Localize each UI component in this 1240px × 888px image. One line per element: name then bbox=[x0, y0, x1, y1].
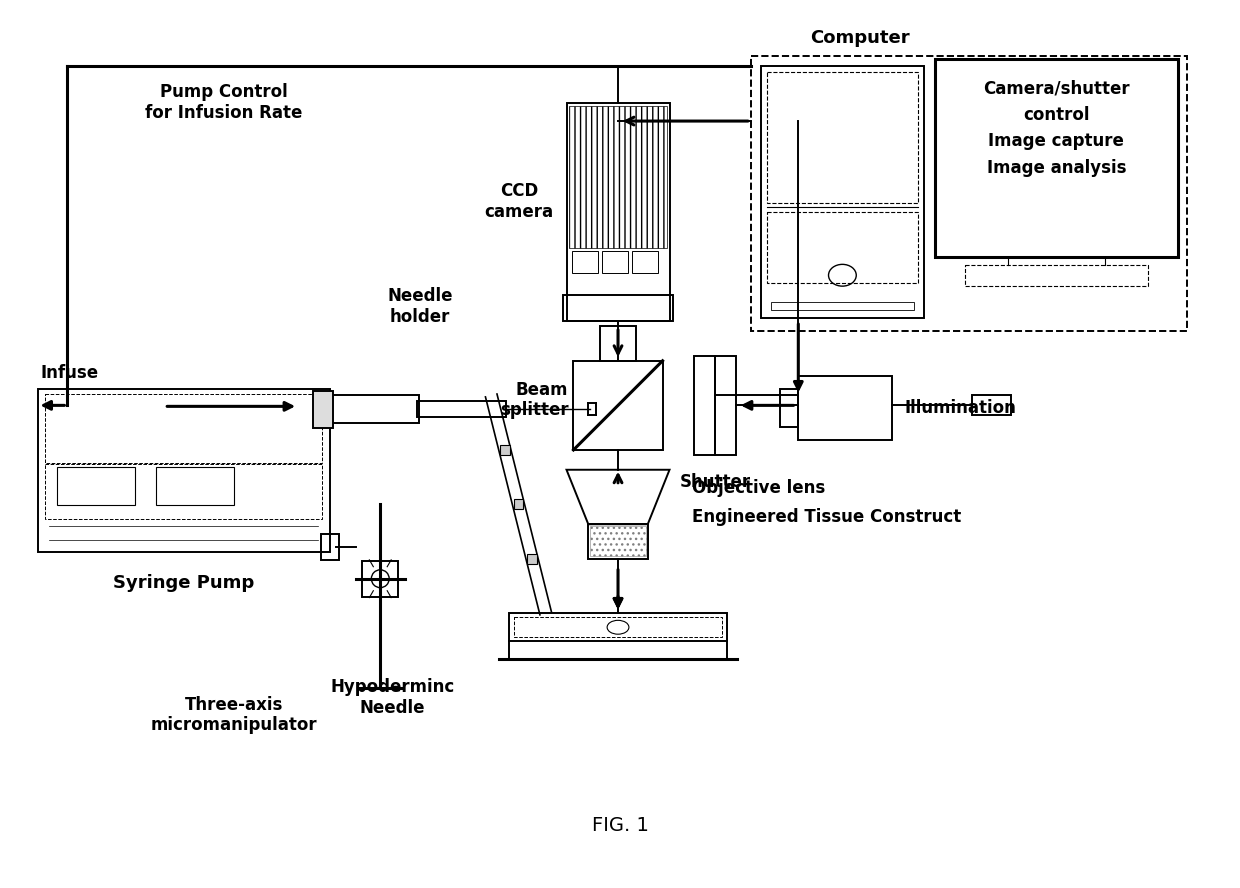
Text: CCD
camera: CCD camera bbox=[485, 182, 553, 221]
Text: Hypoderminc
Needle: Hypoderminc Needle bbox=[330, 678, 454, 717]
Bar bbox=[515, 617, 722, 638]
Bar bbox=[766, 212, 918, 282]
Bar bbox=[770, 302, 914, 310]
Bar bbox=[600, 326, 636, 361]
Bar bbox=[37, 389, 330, 552]
Bar bbox=[563, 295, 673, 321]
Bar bbox=[935, 59, 1178, 257]
Text: Engineered Tissue Construct: Engineered Tissue Construct bbox=[692, 508, 961, 527]
Bar bbox=[156, 467, 233, 504]
Text: Camera/shutter
control
Image capture
Image analysis: Camera/shutter control Image capture Ima… bbox=[983, 79, 1130, 177]
Bar bbox=[972, 395, 1012, 416]
Bar bbox=[799, 376, 893, 440]
Text: Shutter: Shutter bbox=[680, 472, 750, 491]
Text: FIG. 1: FIG. 1 bbox=[591, 816, 649, 836]
Bar bbox=[573, 361, 662, 450]
Bar bbox=[965, 265, 1148, 287]
Bar bbox=[513, 499, 523, 510]
Bar bbox=[766, 72, 918, 202]
Bar bbox=[567, 103, 670, 321]
Bar bbox=[632, 251, 657, 274]
Bar bbox=[527, 554, 537, 564]
Text: Objective lens: Objective lens bbox=[692, 479, 826, 496]
Bar bbox=[312, 391, 332, 428]
Bar bbox=[694, 356, 735, 455]
Bar bbox=[569, 107, 667, 248]
Bar bbox=[750, 56, 1187, 331]
Text: Illumination: Illumination bbox=[904, 399, 1017, 416]
Text: Three-axis
micromanipulator: Three-axis micromanipulator bbox=[150, 695, 317, 734]
Bar bbox=[362, 561, 398, 597]
Text: Needle
holder: Needle holder bbox=[387, 288, 453, 326]
Text: Infuse: Infuse bbox=[41, 363, 99, 382]
Bar bbox=[46, 394, 322, 464]
Bar bbox=[588, 524, 647, 559]
Bar bbox=[321, 535, 339, 560]
Bar bbox=[590, 527, 646, 556]
Bar bbox=[330, 395, 419, 424]
Text: Pump Control
for Infusion Rate: Pump Control for Infusion Rate bbox=[145, 83, 303, 123]
Text: Syringe Pump: Syringe Pump bbox=[113, 574, 254, 591]
Text: Computer: Computer bbox=[810, 28, 910, 47]
Bar bbox=[780, 389, 799, 427]
Bar bbox=[760, 66, 924, 318]
Bar bbox=[500, 445, 510, 455]
Bar bbox=[510, 614, 727, 641]
Bar bbox=[46, 464, 322, 519]
Bar bbox=[573, 251, 598, 274]
Bar bbox=[603, 251, 627, 274]
Bar bbox=[417, 401, 506, 417]
Text: Beam
splitter: Beam splitter bbox=[500, 381, 568, 419]
Bar bbox=[57, 467, 135, 504]
